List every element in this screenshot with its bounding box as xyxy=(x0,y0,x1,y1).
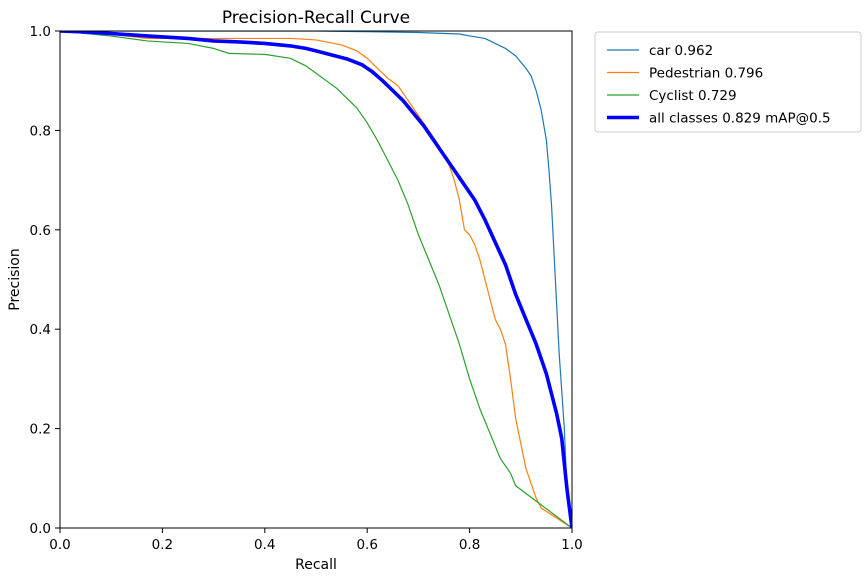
x-tick-label: 0.6 xyxy=(356,537,377,553)
x-axis-label: Recall xyxy=(295,557,337,573)
y-tick-label: 0.0 xyxy=(30,521,51,537)
legend-label-3: Cyclist 0.729 xyxy=(649,88,737,104)
legend-label-1: car 0.962 xyxy=(649,43,713,59)
series-line-4 xyxy=(60,31,572,528)
y-tick-label: 0.4 xyxy=(30,322,51,338)
series-line-2 xyxy=(60,31,572,528)
plot-area xyxy=(60,31,572,528)
series-lines xyxy=(60,31,572,528)
chart-title: Precision-Recall Curve xyxy=(222,8,410,28)
x-tick-label: 0.2 xyxy=(152,537,173,553)
y-tick-label: 1.0 xyxy=(30,24,51,40)
axes: 0.0 0.2 0.4 0.6 0.8 1.0 0.0 0.2 0.4 0.6 0.8 1.0 xyxy=(30,24,583,553)
x-tick-label: 0.8 xyxy=(459,537,480,553)
y-tick-label: 0.2 xyxy=(30,422,51,438)
y-tick-label: 0.6 xyxy=(30,223,51,239)
legend: car 0.962 Pedestrian 0.796 Cyclist 0.729 al… xyxy=(594,31,862,133)
x-tick-label: 0.4 xyxy=(254,537,275,553)
legend-label-4: all classes 0.829 mAP@0.5 xyxy=(649,111,831,127)
legend-label-2: Pedestrian 0.796 xyxy=(649,66,763,82)
x-tick-label: 0.0 xyxy=(49,537,70,553)
plot-frame xyxy=(59,30,573,529)
series-line-1 xyxy=(60,31,572,528)
series-line-3 xyxy=(60,31,572,528)
y-tick-label: 0.8 xyxy=(30,123,51,139)
y-axis-label: Precision xyxy=(7,248,23,310)
x-tick-label: 1.0 xyxy=(561,537,582,553)
legend-box xyxy=(594,31,862,133)
